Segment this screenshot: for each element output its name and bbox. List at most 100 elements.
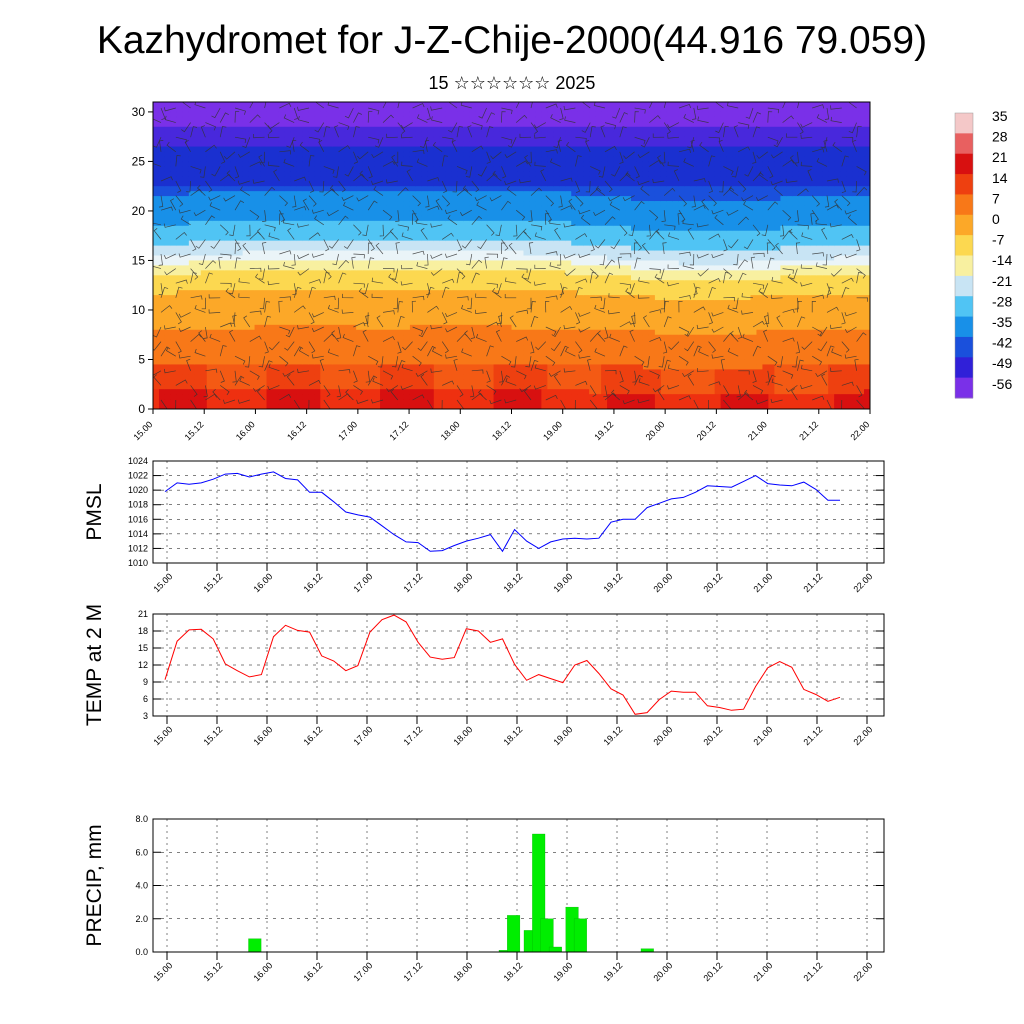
heatmap-cell xyxy=(559,290,566,296)
heatmap-cell xyxy=(409,215,417,222)
heatmap-cell xyxy=(326,106,333,113)
heatmap-cell xyxy=(547,265,554,271)
heatmap-cell xyxy=(296,250,303,257)
heatmap-cell xyxy=(559,389,566,395)
heatmap-cell xyxy=(182,205,190,212)
heatmap-cell xyxy=(409,245,417,252)
heatmap-cell xyxy=(362,102,369,108)
heatmap-cell xyxy=(415,210,423,217)
heatmap-cell xyxy=(242,334,250,341)
heatmap-cell xyxy=(601,399,608,405)
heatmap-cell xyxy=(284,141,292,148)
heatmap-cell xyxy=(535,215,542,222)
heatmap-cell xyxy=(278,305,286,311)
heatmap-cell xyxy=(583,314,590,321)
heatmap-cell xyxy=(529,300,536,306)
heatmap-cell xyxy=(218,270,226,276)
heatmap-cell xyxy=(571,309,578,316)
heatmap-cell xyxy=(170,250,178,257)
heatmap-cell xyxy=(625,344,632,351)
heatmap-cell xyxy=(338,111,345,118)
heatmap-cell xyxy=(505,220,513,227)
heatmap-cell xyxy=(487,305,495,311)
heatmap-cell xyxy=(356,136,363,143)
heatmap-cell xyxy=(553,319,560,326)
heatmap-cell xyxy=(182,305,190,311)
heatmap-cell xyxy=(182,344,190,351)
heatmap-cell xyxy=(583,151,590,158)
heatmap-cell xyxy=(541,166,548,172)
heatmap-cell xyxy=(350,339,357,346)
heatmap-cell xyxy=(553,186,560,192)
heatmap-cell xyxy=(170,176,178,182)
heatmap-cell xyxy=(242,176,250,182)
heatmap-cell xyxy=(158,394,166,400)
heatmap-cell xyxy=(589,364,596,370)
heatmap-cell xyxy=(212,245,220,252)
heatmap-cell xyxy=(433,275,441,281)
heatmap-cell xyxy=(230,151,238,158)
heatmap-cell xyxy=(206,116,214,123)
heatmap-cell xyxy=(320,255,327,262)
heatmap-cell xyxy=(541,225,548,232)
heatmap-cell xyxy=(272,176,280,182)
heatmap-cell xyxy=(338,255,345,262)
heatmap-cell xyxy=(625,394,632,400)
heatmap-cell xyxy=(493,280,501,286)
heatmap-cell xyxy=(427,349,435,356)
heatmap-cell xyxy=(559,374,566,380)
heatmap-cell xyxy=(200,334,208,341)
heatmap-cell xyxy=(607,225,614,232)
heatmap-cell xyxy=(457,121,465,128)
heatmap-cell xyxy=(499,349,507,356)
heatmap-cell xyxy=(499,210,507,217)
heatmap-cell xyxy=(170,389,178,395)
heatmap-cell xyxy=(523,240,531,247)
heatmap-cell xyxy=(206,102,214,108)
heatmap-cell xyxy=(493,250,501,257)
heatmap-cell xyxy=(248,250,256,257)
heatmap-cell xyxy=(296,265,303,271)
heatmap-cell xyxy=(176,136,184,143)
heatmap-cell xyxy=(386,220,393,227)
heatmap-cell xyxy=(230,131,238,138)
heatmap-cell xyxy=(368,329,375,336)
heatmap-cell xyxy=(541,324,548,331)
heatmap-cell xyxy=(589,230,596,237)
heatmap-cell xyxy=(517,404,525,409)
heatmap-cell xyxy=(535,220,542,227)
heatmap-cell xyxy=(284,309,292,316)
heatmap-cell xyxy=(409,250,417,257)
heatmap-cell xyxy=(158,329,166,336)
heatmap-cell xyxy=(409,181,417,187)
heatmap-cell xyxy=(409,230,417,237)
heatmap-cell xyxy=(451,186,459,192)
heatmap-cell xyxy=(170,191,178,197)
heatmap-cell xyxy=(266,349,274,356)
heatmap-cell xyxy=(380,285,387,291)
heatmap-cell xyxy=(362,201,369,207)
heatmap-cell xyxy=(397,106,405,113)
heatmap-cell xyxy=(266,146,274,153)
heatmap-cell xyxy=(535,186,542,192)
heatmap-cell xyxy=(577,339,584,346)
heatmap-cell xyxy=(493,181,501,187)
heatmap-cell xyxy=(308,255,315,262)
heatmap-cell xyxy=(176,379,184,385)
heatmap-cell xyxy=(188,156,196,163)
heatmap-cell xyxy=(463,126,471,133)
heatmap-cell xyxy=(523,270,531,276)
heatmap-cell xyxy=(218,215,226,222)
heatmap-cell xyxy=(368,265,375,271)
heatmap-cell xyxy=(386,131,393,138)
heatmap-cell xyxy=(589,215,596,222)
heatmap-cell xyxy=(272,161,280,167)
heatmap-cell xyxy=(314,151,321,158)
heatmap-cell xyxy=(224,300,232,306)
heatmap-cell xyxy=(541,275,548,281)
heatmap-cell xyxy=(499,171,507,177)
heatmap-cell xyxy=(308,270,315,276)
heatmap-cell xyxy=(176,205,184,212)
heatmap-cell xyxy=(469,215,477,222)
heatmap-cell xyxy=(583,305,590,311)
